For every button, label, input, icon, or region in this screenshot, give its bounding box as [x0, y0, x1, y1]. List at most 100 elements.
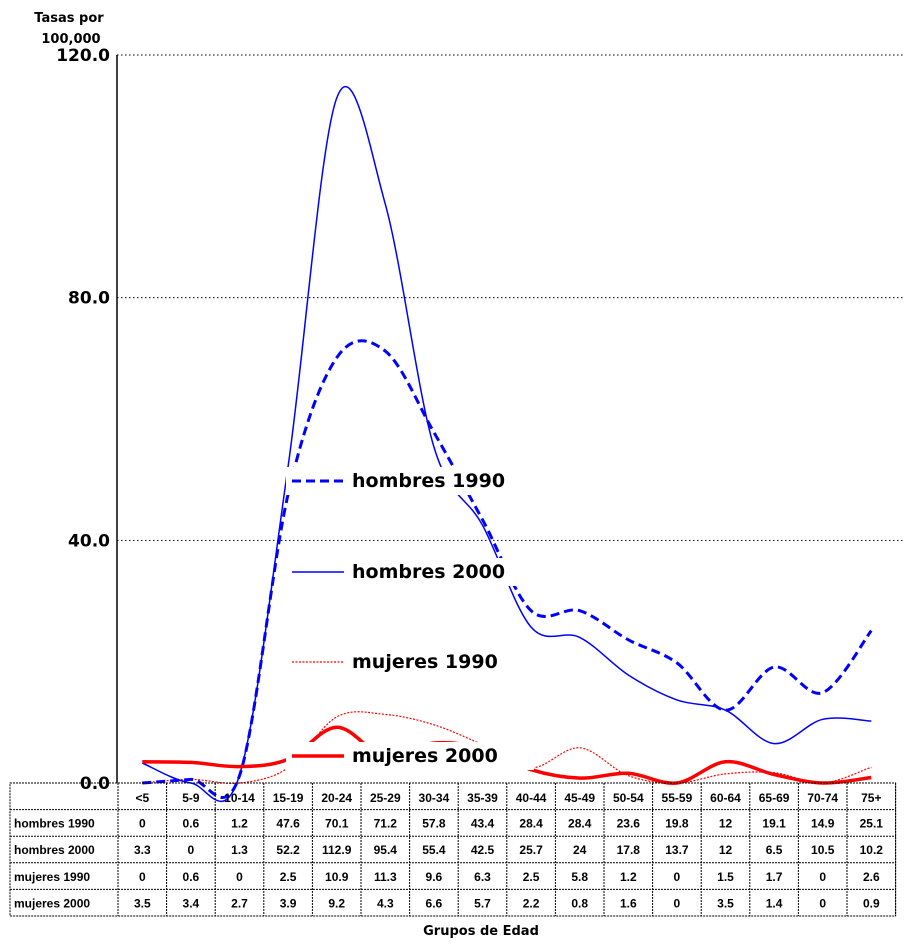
series-line-hombres-1990 — [142, 339, 873, 799]
table-cell: 0.6 — [183, 870, 200, 884]
table-cell: 3.3 — [134, 843, 151, 857]
table-cell: 0 — [674, 896, 681, 910]
x-tick-label: 45-49 — [564, 791, 595, 805]
x-tick-label: 20-24 — [321, 791, 352, 805]
x-tick-label: <5 — [135, 791, 149, 805]
table-cell: 0 — [674, 870, 681, 884]
table-cell: 10.5 — [811, 843, 835, 857]
table-cell: 112.9 — [322, 843, 352, 857]
table-cell: 24 — [573, 843, 587, 857]
table-cell: 23.6 — [617, 817, 641, 831]
table-cell: 1.2 — [231, 817, 248, 831]
table-cell: 11.3 — [374, 870, 397, 884]
x-tick-label: 30-34 — [419, 791, 450, 805]
table-cell: 52.2 — [276, 843, 300, 857]
table-cell: 14.9 — [811, 817, 835, 831]
x-tick-label: 35-39 — [467, 791, 498, 805]
table-cell: 0.6 — [183, 817, 200, 831]
x-axis-title: Grupos de Edad — [423, 924, 539, 939]
table-row-label: mujeres 1990 — [14, 870, 90, 884]
legend-label: hombres 2000 — [352, 561, 505, 583]
table-cell: 25.1 — [860, 817, 884, 831]
legend-label: mujeres 1990 — [352, 651, 498, 673]
x-tick-label: 25-29 — [370, 791, 401, 805]
table-cell: 1.2 — [620, 870, 637, 884]
table-cell: 0 — [139, 817, 146, 831]
table-cell: 10.9 — [325, 870, 349, 884]
x-tick-label: 75+ — [861, 791, 881, 805]
y-axis-title-line-2: 100,000 — [41, 32, 100, 47]
table-cell: 25.7 — [519, 843, 543, 857]
x-tick-label: 55-59 — [662, 791, 693, 805]
y-tick-label: 120.0 — [56, 46, 110, 66]
table-cell: 0 — [819, 870, 826, 884]
y-tick-label: 0.0 — [80, 774, 110, 794]
table-cell: 0.8 — [571, 896, 588, 910]
x-tick-label: 50-54 — [613, 791, 644, 805]
x-tick-label: 15-19 — [273, 791, 304, 805]
table-cell: 28.4 — [519, 817, 543, 831]
table-cell: 43.4 — [471, 817, 495, 831]
table-cell: 0 — [236, 870, 243, 884]
series-line-hombres-2000 — [142, 86, 872, 803]
table-cell: 3.4 — [183, 896, 200, 910]
table-cell: 28.4 — [568, 817, 592, 831]
legend: hombres 1990 hombres 2000 mujeres 1990 muje… — [286, 467, 534, 770]
table-cell: 57.8 — [422, 817, 446, 831]
table-cell: 4.3 — [377, 896, 394, 910]
table-cell: 47.6 — [276, 817, 300, 831]
table-cell: 1.7 — [766, 870, 783, 884]
legend-label: hombres 1990 — [352, 470, 505, 492]
table-cell: 2.2 — [523, 896, 540, 910]
table-row-label: mujeres 2000 — [14, 896, 90, 910]
y-tick-labels: 0.0 40.0 80.0 120.0 — [56, 46, 110, 794]
series-lines — [142, 86, 873, 803]
table-cell: 1.4 — [766, 896, 783, 910]
table-cell: 0.9 — [863, 896, 880, 910]
table-cell: 42.5 — [471, 843, 495, 857]
table-cell: 0 — [819, 896, 826, 910]
table-cell: 0 — [139, 870, 146, 884]
x-tick-label: 70-74 — [807, 791, 838, 805]
data-table: <5 5-9 10-14 15-19 20-24 25-29 30-34 35-39 40-44… — [9, 782, 897, 917]
table-cell: 3.5 — [717, 896, 734, 910]
table-cell: 3.5 — [134, 896, 151, 910]
legend-label: mujeres 2000 — [352, 745, 498, 767]
table-cell: 2.6 — [863, 870, 880, 884]
table-cell: 2.5 — [523, 870, 540, 884]
x-tick-label: 60-64 — [710, 791, 741, 805]
table-row-label: hombres 2000 — [14, 843, 95, 857]
table-cell: 1.3 — [231, 843, 248, 857]
table-cell: 1.6 — [620, 896, 637, 910]
table-cell: 5.7 — [474, 896, 491, 910]
table-cell: 6.3 — [474, 870, 491, 884]
table-cell: 71.2 — [374, 817, 398, 831]
table-cell: 12 — [719, 817, 733, 831]
table-cell: 6.5 — [766, 843, 783, 857]
table-cell: 5.8 — [571, 870, 588, 884]
y-axis-title-line-1: Tasas por — [34, 11, 104, 26]
gridlines — [117, 54, 905, 541]
table-row-label: hombres 1990 — [14, 817, 95, 831]
table-cell: 3.9 — [280, 896, 297, 910]
table-cell: 95.4 — [374, 843, 398, 857]
table-cell: 9.2 — [328, 896, 345, 910]
table-cell: 0 — [188, 843, 195, 857]
x-tick-label: 5-9 — [182, 791, 200, 805]
table-cell: 10.2 — [860, 843, 884, 857]
table-cell: 9.6 — [426, 870, 443, 884]
table-cell: 2.5 — [280, 870, 297, 884]
x-tick-label: 40-44 — [516, 791, 547, 805]
table-cell: 1.5 — [717, 870, 734, 884]
table-cell: 70.1 — [325, 817, 349, 831]
x-tick-label: 10-14 — [224, 791, 255, 805]
table-cell: 19.8 — [665, 817, 689, 831]
table-cell: 2.7 — [231, 896, 248, 910]
x-tick-label: 65-69 — [759, 791, 790, 805]
y-axis-title: Tasas por 100,000 — [34, 11, 104, 47]
table-cell: 13.7 — [665, 843, 689, 857]
y-tick-label: 40.0 — [68, 531, 110, 551]
table-cell: 55.4 — [422, 843, 446, 857]
table-cell: 19.1 — [762, 817, 786, 831]
